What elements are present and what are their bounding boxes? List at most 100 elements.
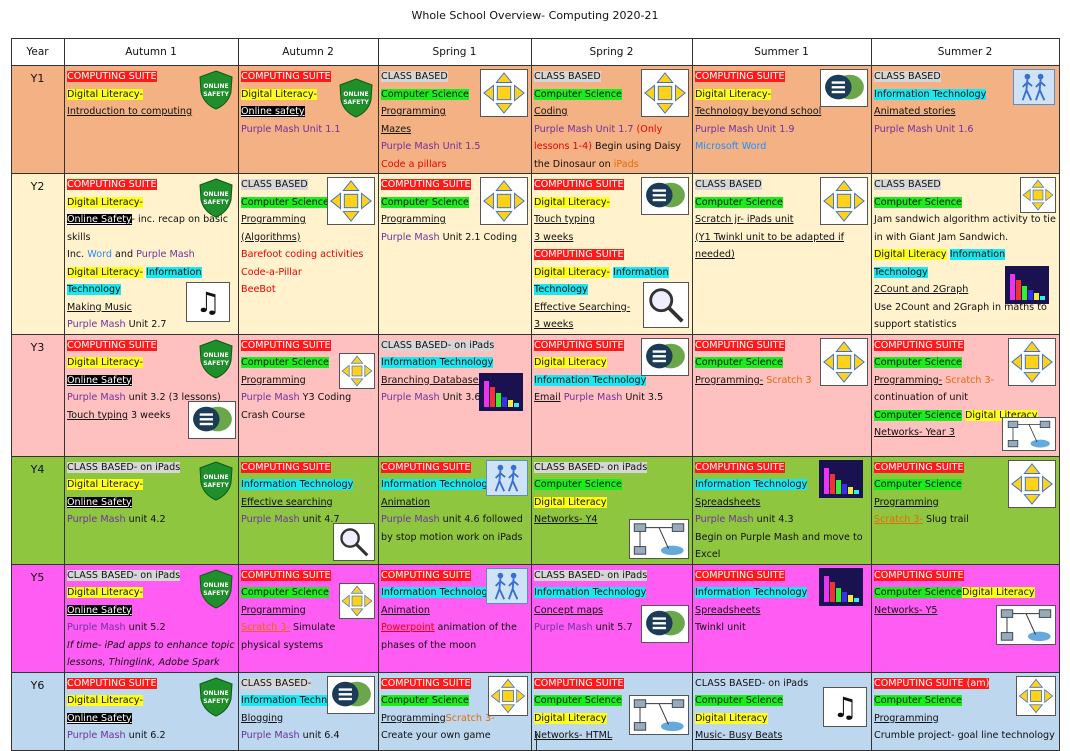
topic-label: Making Music (67, 301, 132, 313)
strand-label: Information Technology (534, 374, 647, 386)
strand-label: Computer Science (534, 88, 622, 100)
strand-label: Digital Literacy- (67, 587, 143, 598)
row-y6: Y6 COMPUTING SUITE Digital Literacy- Onl… (11, 671, 1060, 751)
strand-label: Computer Science (874, 695, 962, 706)
topic-label: Programming- (874, 374, 943, 386)
topic-label: Programming (381, 214, 446, 225)
unit-label: unit 4.7 (302, 514, 340, 525)
unit-label: unit 5.7 (595, 622, 633, 633)
location-label: COMPUTING SUITE (241, 569, 331, 581)
year-label: Y2 (11, 173, 65, 335)
online-safety-shield-icon: ONLINE SAFETY (198, 70, 234, 110)
topic-label: Effective searching (241, 496, 333, 508)
device-label: iPads (613, 158, 639, 170)
location-label: COMPUTING SUITE (874, 569, 964, 581)
year-label: Y6 (11, 671, 65, 751)
activity-label: Slug trail (925, 514, 969, 525)
topic-label: Email (534, 392, 561, 403)
software-label: Scratch 3- (445, 712, 495, 724)
note-label: (Y1 Twinkl unit to be adapted if needed) (695, 231, 845, 261)
activity-label: Code-a-Pillar (241, 266, 302, 278)
purple-mash-unit: Purple Mash Unit 1.5 (381, 141, 481, 152)
document-title: Whole School Overview- Computing 2020-21 (411, 9, 659, 22)
cell-y5-autumn-2: COMPUTING SUITE Computer Science Program… (238, 563, 379, 673)
purple-mash-label: Purple Mash (67, 319, 126, 330)
location-label: COMPUTING SUITE (381, 677, 471, 689)
location-label: CLASS BASED (241, 179, 308, 190)
strand-label: Digital Literacy (874, 249, 947, 260)
header-summer-2: Summer 2 (871, 38, 1060, 66)
svg-text:SAFETY: SAFETY (343, 99, 369, 106)
location-label: COMPUTING SUITE (534, 249, 624, 260)
cell-y5-spring-1: COMPUTING SUITE Information Technology A… (378, 563, 532, 673)
cell-y2-spring-2: COMPUTING SUITE Digital Literacy- Touch … (531, 173, 693, 335)
cell-y6-summer-2: COMPUTING SUITE (am) Computer Science Pr… (871, 671, 1060, 751)
year-label: Y4 (11, 455, 65, 565)
location-label: COMPUTING SUITE (381, 179, 471, 190)
location-label: COMPUTING SUITE (241, 339, 331, 351)
location-label: CLASS BASED (874, 71, 941, 82)
location-label: CLASS BASED- on iPads (534, 461, 648, 473)
arrow-pad-icon (1008, 337, 1056, 386)
cell-y3-autumn-1: COMPUTING SUITE Digital Literacy- Online… (64, 333, 239, 457)
walking-figures-icon (1013, 69, 1055, 105)
network-icon (1002, 416, 1056, 451)
topic-label: Programming (241, 214, 306, 225)
topic-label: Programming (874, 496, 939, 508)
arrow-pad-icon (641, 69, 689, 117)
year-label: Y5 (11, 563, 65, 673)
svg-text:ONLINE: ONLINE (203, 191, 228, 198)
speech-bubbles-icon (820, 69, 868, 107)
cell-y2-autumn-2: CLASS BASED Computer Science Programming… (238, 173, 379, 335)
strand-label: Digital Literacy (534, 712, 607, 724)
bar-chart-icon (479, 372, 523, 411)
location-label: COMPUTING SUITE (67, 677, 157, 689)
location-label: COMPUTING SUITE (874, 339, 964, 351)
activity-label: Barefoot coding activities (241, 249, 364, 260)
topic-label: Programming (241, 604, 306, 616)
software-label: Scratch 3- (874, 514, 923, 525)
activity-label: Jam sandwich algorithm activity to tie i… (874, 214, 1056, 243)
cell-y1-autumn-1: COMPUTING SUITE Digital Literacy- Introd… (64, 65, 239, 174)
cell-y6-spring-2: COMPUTING SUITE Computer Science Digital… (531, 671, 693, 751)
overview-table: Year Autumn 1 Autumn 2 Spring 1 Spring 2… (11, 38, 1060, 751)
speech-bubbles-icon (641, 337, 689, 376)
topic-label: Spreadsheets (695, 496, 761, 508)
cell-y5-spring-2: CLASS BASED- on iPads Information Techno… (531, 563, 693, 673)
cell-y3-summer-1: COMPUTING SUITE Computer Science Program… (692, 333, 872, 457)
arrow-pad-icon (488, 675, 528, 716)
online-safety-shield-icon: ONLINE SAFETY (198, 568, 234, 609)
strand-label: Computer Science (534, 695, 622, 706)
note-label: If time- iPad apps to enhance topic less… (67, 639, 235, 669)
music-note-icon: ♫ (823, 686, 867, 727)
strand-label: Computer Science (695, 357, 783, 368)
location-label: CLASS BASED- on iPads (695, 677, 809, 689)
cell-y5-summer-1: COMPUTING SUITE Information Technology S… (692, 563, 872, 673)
note-label: - inc. recap on basic skills (67, 214, 228, 243)
svg-text:SAFETY: SAFETY (203, 360, 229, 367)
topic-label: Programming (241, 374, 306, 386)
svg-text:SAFETY: SAFETY (203, 482, 229, 489)
software-label: Purple Mash (136, 249, 195, 260)
strand-label: Information Technology (534, 587, 647, 598)
duration-label: 3 weeks (534, 319, 574, 330)
strand-label: Information Technology (381, 479, 494, 490)
activity-label: BeeBot (241, 284, 276, 295)
cell-y3-spring-2: COMPUTING SUITE Digital Literacy Informa… (531, 333, 693, 457)
cell-y2-autumn-1: COMPUTING SUITE Digital Literacy- Online… (64, 173, 239, 335)
strand-label: Information Technology (874, 88, 987, 100)
topic-label: Music- Busy Beats (695, 730, 783, 741)
svg-text:ONLINE: ONLINE (203, 352, 228, 359)
header-row: Year Autumn 1 Autumn 2 Spring 1 Spring 2… (11, 38, 1060, 66)
unit-label: unit 6.2 (128, 730, 166, 741)
arrow-pad-icon (327, 177, 375, 225)
topic-label: Programming (381, 106, 446, 117)
row-y1: Y1 COMPUTING SUITE Digital Literacy- Int… (11, 65, 1060, 174)
topic-label: Animated stories (874, 106, 956, 117)
cell-y3-summer-2: COMPUTING SUITE Computer Science Program… (871, 333, 1060, 457)
topic-label: Online Safety (67, 214, 132, 225)
activity-label: Twinkl unit (695, 622, 746, 633)
strand-label: Computer Science (381, 695, 469, 706)
online-safety-shield-icon: ONLINE SAFETY (198, 460, 234, 501)
strand-label: Information Technology (695, 479, 808, 490)
